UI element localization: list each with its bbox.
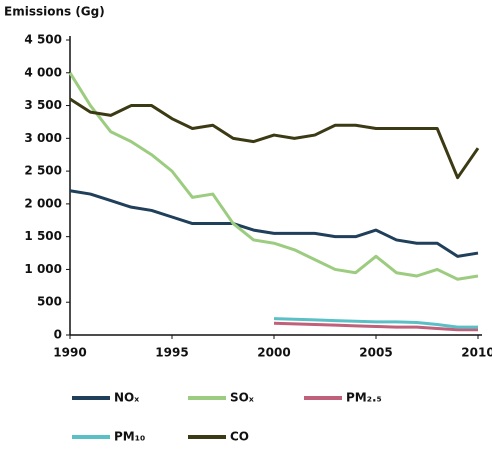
y-tick-label: 3 000 bbox=[24, 131, 62, 145]
y-tick-label: 2 500 bbox=[24, 164, 62, 178]
x-tick-label: 2000 bbox=[257, 346, 290, 360]
series-line bbox=[273, 317, 478, 329]
legend-label: NOₓ bbox=[114, 391, 139, 405]
legend-label: CO bbox=[230, 430, 249, 444]
y-tick-label: 500 bbox=[37, 295, 62, 309]
y-tick-label: 3 500 bbox=[24, 98, 62, 112]
legend-label: PM₁₀ bbox=[114, 430, 145, 444]
legend-label: PM₂.₅ bbox=[346, 391, 382, 405]
y-tick-label: 0 bbox=[54, 328, 62, 342]
series-line bbox=[69, 97, 480, 180]
x-tick-label: 1990 bbox=[53, 346, 86, 360]
y-tick-label: 4 000 bbox=[24, 65, 62, 79]
y-tick-label: 1 000 bbox=[24, 262, 62, 276]
x-tick-label: 2005 bbox=[359, 346, 392, 360]
y-tick-label: 2 000 bbox=[24, 196, 62, 210]
series-line bbox=[273, 321, 478, 332]
x-tick-label: 1995 bbox=[155, 346, 188, 360]
y-tick-label: 1 500 bbox=[24, 229, 62, 243]
x-tick-label: 2010 bbox=[461, 346, 492, 360]
series-line bbox=[68, 71, 479, 281]
y-tick-label: 4 500 bbox=[24, 33, 62, 47]
series-line bbox=[69, 189, 479, 258]
legend-label: SOₓ bbox=[230, 391, 254, 405]
chart-title: Emissions (Gg) bbox=[4, 5, 105, 19]
